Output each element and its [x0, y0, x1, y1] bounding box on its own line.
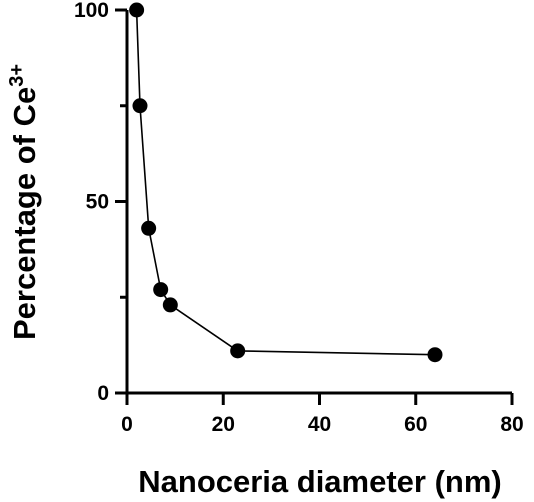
x-axis-title: Nanoceria diameter (nm)	[138, 464, 502, 499]
x-tick-label: 60	[404, 413, 427, 436]
y-axis-title: Percentage of Ce3+	[6, 64, 42, 340]
data-point	[132, 98, 148, 114]
axes	[125, 10, 512, 395]
x-tick-label: 80	[500, 413, 523, 436]
data-point	[162, 297, 178, 313]
data-point	[230, 343, 246, 359]
series-layer	[129, 2, 443, 363]
series-line	[135, 9, 436, 356]
data-point	[153, 282, 169, 298]
x-tick-label: 0	[121, 413, 133, 436]
y-tick-label: 50	[86, 191, 109, 214]
y-axis-title-main: Percentage of Ce	[7, 87, 42, 340]
y-tick-label: 0	[97, 382, 109, 405]
data-point	[129, 2, 145, 18]
y-ticks: 0 50 100	[74, 0, 127, 405]
x-tick-label: 20	[212, 413, 235, 436]
x-ticks: 0 20 40 60 80	[121, 393, 524, 436]
y-axis-title-superscript: 3+	[6, 64, 28, 87]
data-point	[141, 220, 157, 236]
x-tick-label: 40	[308, 413, 331, 436]
data-point	[427, 347, 443, 363]
y-tick-label: 100	[74, 0, 109, 22]
